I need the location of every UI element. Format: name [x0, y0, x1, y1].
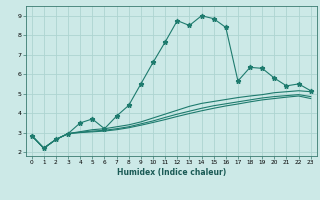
X-axis label: Humidex (Indice chaleur): Humidex (Indice chaleur): [116, 168, 226, 177]
